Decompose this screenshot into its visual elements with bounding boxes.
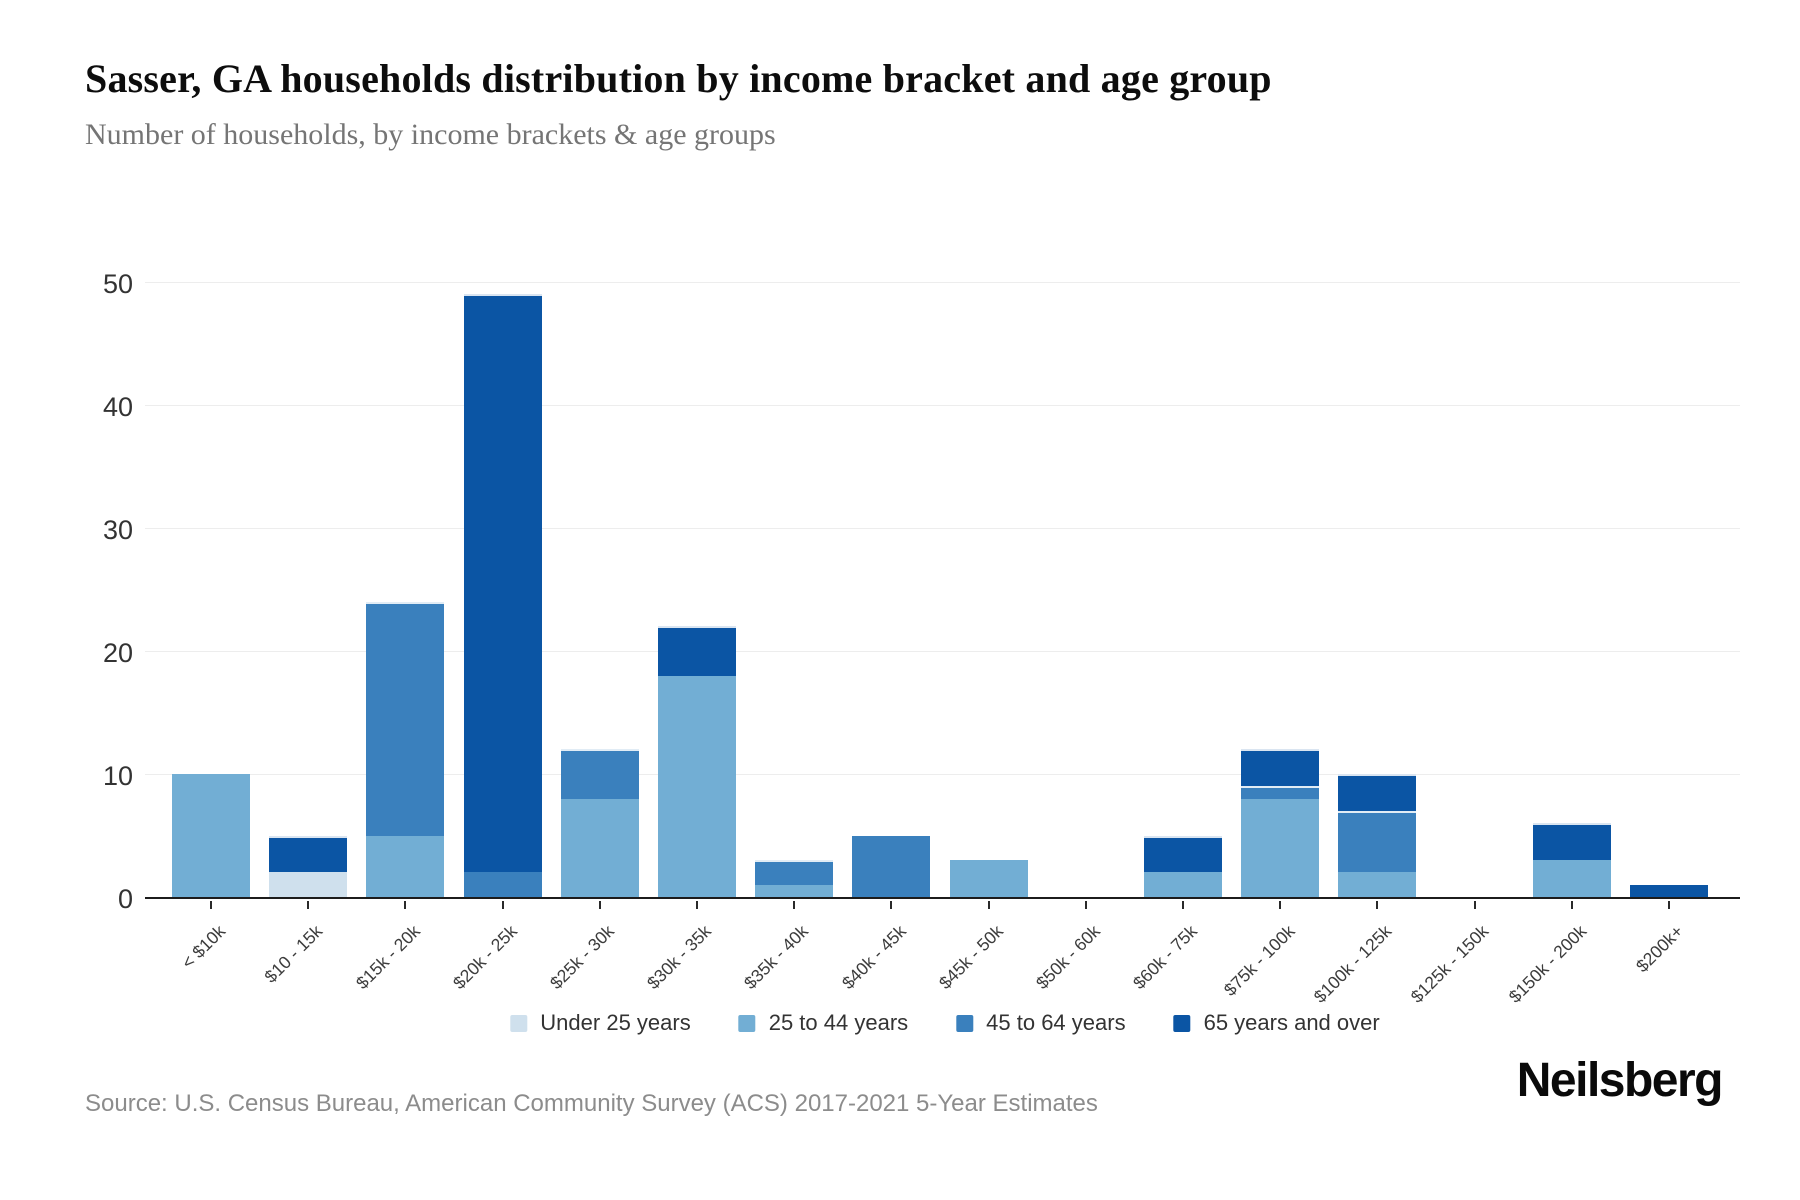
legend-item[interactable]: 25 to 44 years <box>738 1010 909 1036</box>
legend-label: Under 25 years <box>540 1010 691 1035</box>
legend-item[interactable]: Under 25 years <box>510 1010 691 1036</box>
bar-segment[interactable] <box>463 294 542 873</box>
bar-segment[interactable] <box>1338 872 1417 897</box>
legend-label: 45 to 64 years <box>986 1010 1126 1035</box>
legend-label: 65 years and over <box>1203 1010 1380 1035</box>
bar-segment[interactable] <box>172 774 250 897</box>
bar-segment[interactable] <box>755 860 834 885</box>
bar-segment[interactable] <box>1241 798 1320 897</box>
x-axis-tick-label: $200k+ <box>1632 921 1688 977</box>
x-axis-tick <box>1084 901 1087 909</box>
source-note: Source: U.S. Census Bureau, American Com… <box>85 1090 1098 1117</box>
bar-segment[interactable] <box>1241 786 1320 799</box>
bar-segment[interactable] <box>269 835 348 873</box>
x-axis-tick <box>1182 901 1184 909</box>
chart-subtitle: Number of households, by income brackets… <box>85 118 776 151</box>
x-axis-tick <box>1668 901 1670 909</box>
x-axis-tick <box>598 901 601 909</box>
bar-segment[interactable] <box>1532 860 1611 897</box>
legend-label: 25 to 44 years <box>768 1010 909 1035</box>
x-axis-tick <box>501 901 504 909</box>
bar-75k-100k[interactable] <box>1241 749 1320 897</box>
y-axis-tick-label: 50 <box>102 269 133 299</box>
bar-segment[interactable] <box>560 798 639 897</box>
x-axis-tick <box>307 901 310 909</box>
bar-segment[interactable] <box>366 835 445 897</box>
bar-segment[interactable] <box>1630 884 1708 897</box>
y-axis-tick-label: 20 <box>102 638 133 668</box>
y-axis-tick-label: 10 <box>102 761 133 791</box>
bar-45k-50k[interactable] <box>949 860 1028 897</box>
bar-35k-40k[interactable] <box>755 860 834 897</box>
bar-segment[interactable] <box>560 749 639 799</box>
bar-60k-75k[interactable] <box>1144 835 1222 897</box>
x-axis-tick <box>1376 901 1379 909</box>
y-gridline <box>145 282 1740 283</box>
bar-segment[interactable] <box>755 884 834 897</box>
legend-swatch <box>956 1014 974 1032</box>
bar-30k-35k[interactable] <box>658 626 736 897</box>
bar-segment[interactable] <box>949 860 1028 897</box>
y-gridline <box>145 528 1740 529</box>
legend-swatch <box>510 1014 528 1032</box>
bar-segment[interactable] <box>463 872 542 897</box>
bar-segment[interactable] <box>366 601 445 836</box>
y-axis-tick-label: 30 <box>102 515 133 545</box>
x-axis-tick <box>696 901 698 909</box>
bar-segment[interactable] <box>1144 835 1222 873</box>
x-axis-tick <box>1570 901 1573 909</box>
bar-15k-20k[interactable] <box>366 601 445 897</box>
bar-10-15k[interactable] <box>269 835 348 897</box>
legend-item[interactable]: 45 to 64 years <box>956 1010 1126 1036</box>
x-axis-tick <box>1279 901 1282 909</box>
bar-segment[interactable] <box>1241 749 1320 787</box>
brand-logo: Neilsberg <box>1516 1054 1724 1107</box>
x-axis-tick <box>987 901 990 909</box>
bar-segment[interactable] <box>269 872 348 897</box>
x-axis-tick <box>210 901 212 909</box>
bar-segment[interactable] <box>658 675 736 897</box>
bar-25k-30k[interactable] <box>560 749 639 897</box>
bar-segment[interactable] <box>1338 810 1417 873</box>
bar-segment[interactable] <box>1338 774 1417 811</box>
bar-10k[interactable] <box>172 774 250 897</box>
legend-item[interactable]: 65 years and over <box>1173 1010 1380 1036</box>
x-axis-tick <box>793 901 796 909</box>
y-axis-tick-label: 0 <box>117 884 133 914</box>
bar-segment[interactable] <box>1532 823 1611 861</box>
bar-segment[interactable] <box>852 835 931 897</box>
legend-swatch <box>738 1014 756 1032</box>
plot-area: < $10k $10 - 15k $15k - 20k $20k - 25k $25k … <box>145 282 1740 1007</box>
y-gridline <box>145 405 1740 406</box>
bar-150k-200k[interactable] <box>1532 823 1611 897</box>
y-gridline <box>145 651 1740 652</box>
legend-swatch <box>1173 1014 1191 1032</box>
x-axis-tick <box>404 901 407 909</box>
bar-20k-25k[interactable] <box>463 294 542 897</box>
bar-40k-45k[interactable] <box>852 835 931 897</box>
y-gridline <box>145 774 1740 775</box>
y-axis-tick-label: 40 <box>102 392 133 422</box>
legend: Under 25 years 25 to 44 years 45 to 64 yea… <box>510 1010 1380 1036</box>
bar-segment[interactable] <box>1144 872 1222 897</box>
x-axis-tick <box>890 901 893 909</box>
x-axis-tick <box>1473 901 1476 909</box>
bar-segment[interactable] <box>658 626 736 676</box>
bar-100k-125k[interactable] <box>1338 774 1417 897</box>
chart-title: Sasser, GA households distribution by in… <box>85 56 1272 101</box>
bar-200k[interactable] <box>1630 884 1708 897</box>
